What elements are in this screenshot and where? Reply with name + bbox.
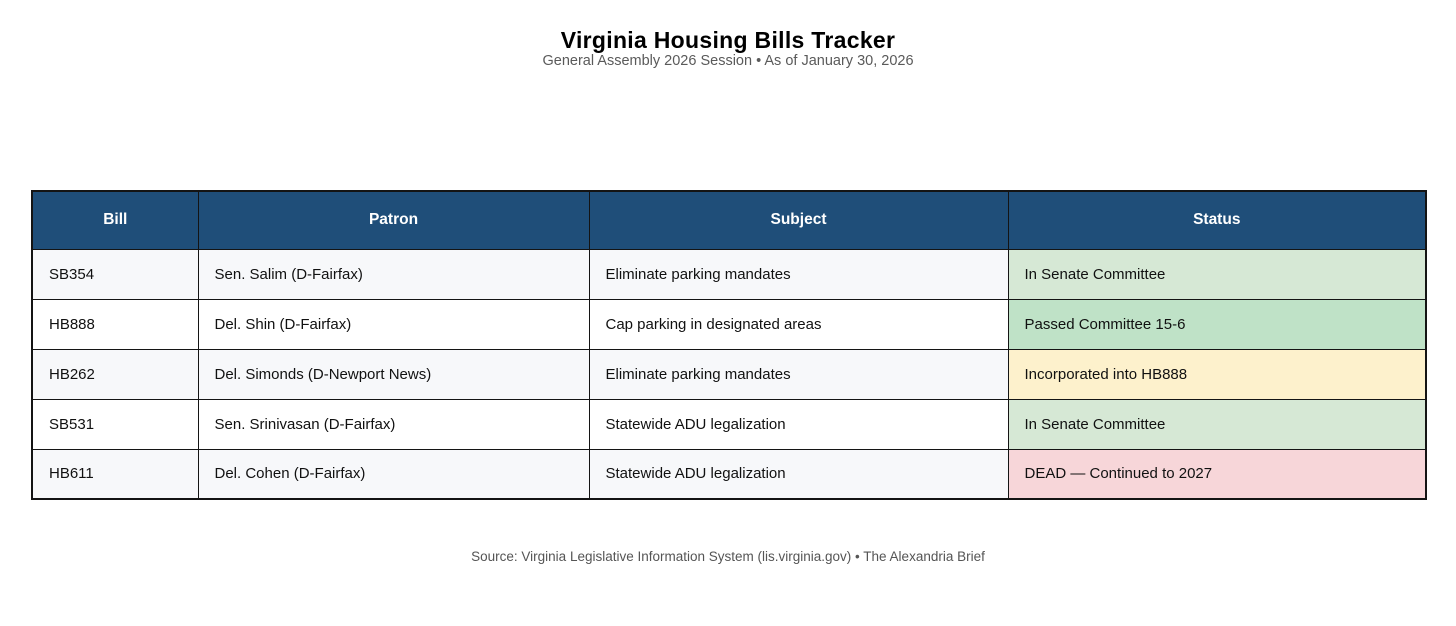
column-header-patron: Patron — [197, 190, 590, 250]
cell-status: DEAD — Continued to 2027 — [1007, 448, 1427, 500]
cell-bill: SB531 — [31, 398, 199, 450]
page-title: Virginia Housing Bills Tracker — [560, 27, 896, 53]
cell-status: Passed Committee 15-6 — [1007, 298, 1427, 350]
table-row: HB611 Del. Cohen (D-Fairfax) Statewide A… — [31, 448, 1427, 500]
page-subtitle: General Assembly 2026 Session • As of Ja… — [542, 53, 914, 69]
cell-bill: HB262 — [31, 348, 199, 400]
table-row: SB531 Sen. Srinivasan (D-Fairfax) Statew… — [31, 398, 1427, 450]
bills-table: Bill Patron Subject Status SB354 Sen. Sa… — [31, 190, 1427, 500]
table-header-row: Bill Patron Subject Status — [31, 190, 1427, 250]
cell-subject: Eliminate parking mandates — [588, 348, 1009, 400]
column-header-status: Status — [1007, 190, 1427, 250]
cell-subject: Eliminate parking mandates — [588, 248, 1009, 300]
cell-patron: Del. Shin (D-Fairfax) — [197, 298, 590, 350]
cell-patron: Sen. Salim (D-Fairfax) — [197, 248, 590, 300]
cell-subject: Statewide ADU legalization — [588, 398, 1009, 450]
column-header-bill: Bill — [31, 190, 199, 250]
source-line: Source: Virginia Legislative Information… — [471, 549, 985, 564]
cell-status: In Senate Committee — [1007, 398, 1427, 450]
cell-patron: Sen. Srinivasan (D-Fairfax) — [197, 398, 590, 450]
cell-bill: HB611 — [31, 448, 199, 500]
cell-subject: Statewide ADU legalization — [588, 448, 1009, 500]
table-row: HB888 Del. Shin (D-Fairfax) Cap parking … — [31, 298, 1427, 350]
column-header-subject: Subject — [588, 190, 1009, 250]
cell-bill: SB354 — [31, 248, 199, 300]
cell-bill: HB888 — [31, 298, 199, 350]
cell-subject: Cap parking in designated areas — [588, 298, 1009, 350]
cell-status: Incorporated into HB888 — [1007, 348, 1427, 400]
cell-status: In Senate Committee — [1007, 248, 1427, 300]
cell-patron: Del. Cohen (D-Fairfax) — [197, 448, 590, 500]
table-row: SB354 Sen. Salim (D-Fairfax) Eliminate p… — [31, 248, 1427, 300]
table-row: HB262 Del. Simonds (D-Newport News) Elim… — [31, 348, 1427, 400]
cell-patron: Del. Simonds (D-Newport News) — [197, 348, 590, 400]
